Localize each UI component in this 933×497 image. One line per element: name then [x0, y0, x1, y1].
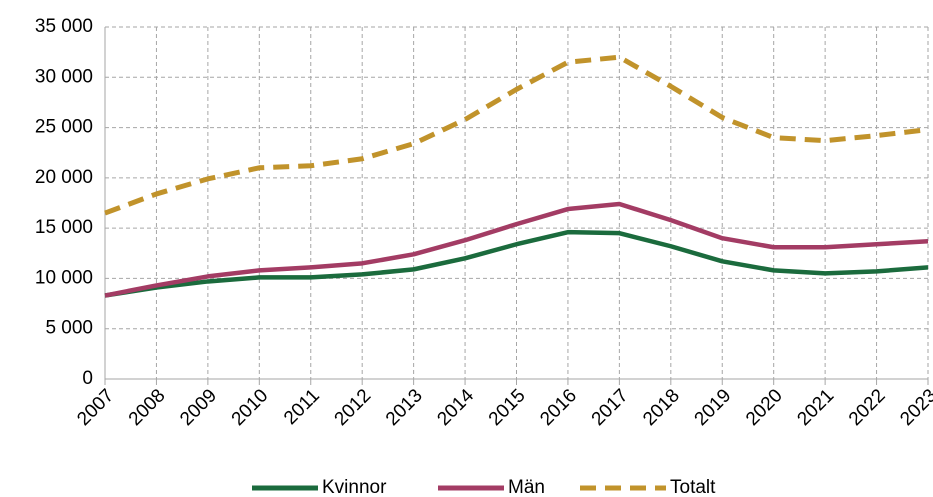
x-tick-label: 2007 [73, 385, 118, 430]
x-tick-label: 2017 [588, 385, 633, 430]
x-tick-label: 2015 [485, 385, 530, 430]
y-tick-label: 35 000 [35, 16, 93, 37]
y-tick-label: 0 [82, 368, 93, 389]
legend-label: Män [508, 477, 545, 497]
legend-label: Totalt [670, 477, 716, 497]
y-tick-label: 5 000 [45, 318, 93, 339]
x-tick-label: 2023 [896, 385, 933, 430]
x-tick-label: 2010 [228, 385, 273, 430]
y-tick-label: 15 000 [35, 217, 93, 238]
series-line [104, 201, 929, 298]
x-tick-label: 2014 [433, 385, 478, 430]
y-tick-label: 30 000 [35, 66, 93, 87]
legend-label: Kvinnor [322, 477, 387, 497]
x-tick-label: 2016 [536, 385, 581, 430]
x-tick-label: 2018 [639, 385, 684, 430]
y-tick-label: 20 000 [35, 167, 93, 188]
x-tick-label: 2008 [125, 385, 170, 430]
series-line [104, 54, 929, 216]
series-line [104, 229, 929, 298]
x-tick-label: 2022 [845, 385, 890, 430]
x-tick-label: 2021 [793, 385, 838, 430]
y-tick-label: 10 000 [35, 267, 93, 288]
x-tick-label: 2011 [280, 385, 324, 429]
x-tick-label: 2009 [176, 385, 221, 430]
x-tick-label: 2012 [331, 385, 376, 430]
x-tick-label: 2013 [382, 385, 427, 430]
y-tick-label: 25 000 [35, 117, 93, 138]
x-tick-label: 2020 [742, 385, 787, 430]
x-tick-label: 2019 [691, 385, 736, 430]
